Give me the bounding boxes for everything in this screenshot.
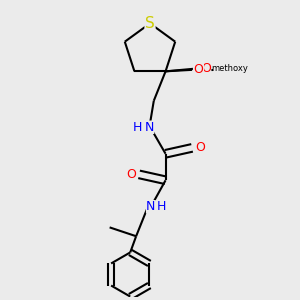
Text: O: O bbox=[126, 168, 136, 181]
Text: N: N bbox=[146, 200, 155, 213]
Text: O: O bbox=[201, 62, 211, 75]
Text: H: H bbox=[157, 200, 166, 213]
Text: H: H bbox=[133, 121, 142, 134]
Text: methoxy: methoxy bbox=[211, 64, 248, 73]
Text: S: S bbox=[145, 16, 155, 31]
Text: O: O bbox=[195, 141, 205, 154]
Text: N: N bbox=[145, 121, 154, 134]
Text: O: O bbox=[194, 63, 203, 76]
